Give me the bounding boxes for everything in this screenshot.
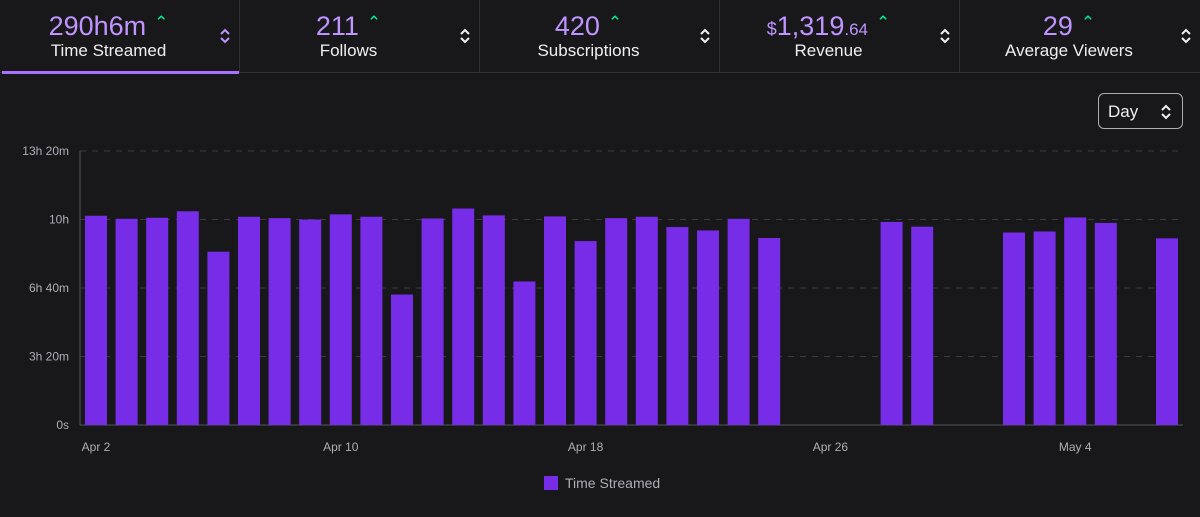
- y-tick-label: 3h 20m: [29, 350, 69, 364]
- metric-tabs: 290h6m ⌃ Time Streamed 211 ⌃ Follows 420 ⌃ …: [0, 0, 1200, 74]
- tab-average-viewers[interactable]: 29 ⌃ Average Viewers: [960, 0, 1200, 73]
- bar-apr-10: [329, 214, 352, 425]
- chart-legend: Time Streamed: [544, 474, 660, 492]
- trend-up-icon: ⌃: [1080, 13, 1096, 32]
- bar-apr-12: [391, 294, 413, 425]
- revenue-value: $1,319.64 ⌃: [720, 10, 937, 42]
- time-streamed-label: Time Streamed: [50, 41, 167, 60]
- revenue-cents: .64: [844, 20, 868, 39]
- tab-subscriptions[interactable]: 420 ⌃ Subscriptions: [480, 0, 720, 73]
- bar-apr-16: [513, 281, 536, 425]
- subscriptions-label: Subscriptions: [537, 41, 640, 60]
- follows-label: Follows: [319, 41, 378, 60]
- bar-apr-22: [697, 230, 719, 425]
- follows-value: 211 ⌃: [240, 10, 457, 42]
- trend-up-icon: ⌃: [154, 13, 169, 32]
- bar-apr-2: [85, 215, 107, 425]
- y-tick-label: 10h: [49, 213, 69, 227]
- x-tick-label: May 4: [1059, 440, 1092, 454]
- bar-apr-14: [452, 208, 475, 425]
- chevron-up-down-icon: [940, 28, 950, 44]
- y-tick-label: 6h 40m: [29, 281, 69, 295]
- bar-apr-7: [238, 216, 260, 425]
- bar-apr-17: [544, 216, 566, 425]
- trend-up-icon: ⌃: [366, 13, 382, 32]
- bar-may-3: [1033, 231, 1056, 425]
- bar-apr-24: [758, 237, 781, 425]
- subscriptions-number: 420: [554, 11, 600, 41]
- average-viewers-number: 29: [1042, 11, 1073, 41]
- average-viewers-value: 29 ⌃: [960, 10, 1178, 42]
- bar-apr-4: [146, 217, 169, 425]
- chevron-up-down-icon: [700, 28, 710, 44]
- legend-label: Time Streamed: [565, 475, 661, 491]
- bar-apr-18: [574, 241, 597, 425]
- period-select-label: Day: [1108, 102, 1139, 121]
- time-streamed-value: 290h6m ⌃: [0, 10, 217, 42]
- y-tick-label: 0s: [56, 418, 69, 432]
- bar-35: [1156, 238, 1178, 425]
- y-tick-label: 13h 20m: [22, 144, 69, 158]
- x-tick-label: Apr 2: [82, 440, 111, 454]
- bar-apr-15: [482, 215, 505, 425]
- bar-apr-6: [207, 251, 230, 425]
- revenue-currency: $: [766, 19, 777, 39]
- bar-may-5: [1094, 222, 1117, 425]
- time-streamed-number: 290h6m: [48, 11, 147, 41]
- bar-apr-9: [299, 219, 322, 425]
- trend-up-icon: ⌃: [875, 13, 891, 32]
- bar-apr-23: [727, 218, 750, 425]
- chevron-up-down-icon: [1161, 104, 1171, 120]
- bar-apr-29: [911, 226, 934, 425]
- trend-up-icon: ⌃: [607, 13, 623, 32]
- bar-apr-21: [666, 227, 689, 425]
- bar-apr-19: [605, 218, 628, 425]
- bar-apr-20: [635, 216, 658, 425]
- subscriptions-value: 420 ⌃: [480, 10, 697, 42]
- follows-number: 211: [315, 11, 359, 41]
- tab-follows[interactable]: 211 ⌃ Follows: [240, 0, 480, 73]
- x-tick-label: Apr 10: [323, 440, 359, 454]
- average-viewers-label: Average Viewers: [1005, 41, 1133, 60]
- bar-apr-5: [176, 211, 199, 425]
- x-tick-label: Apr 26: [813, 440, 849, 454]
- bar-apr-11: [360, 216, 383, 425]
- chevron-up-down-icon: [460, 28, 470, 44]
- revenue-label: Revenue: [794, 41, 863, 60]
- tab-revenue[interactable]: $1,319.64 ⌃ Revenue: [720, 0, 960, 73]
- period-select[interactable]: Day: [1098, 93, 1183, 129]
- chevron-up-down-icon: [1181, 28, 1191, 44]
- bar-apr-28: [880, 221, 903, 425]
- time-streamed-chart: 0s 3h 20m 6h 40m 10h 13h 20m Apr 2 Apr 10 Apr 1…: [22, 144, 1183, 454]
- bar-may-2: [1003, 232, 1025, 425]
- bar-apr-8: [268, 218, 291, 425]
- bar-may-4: [1064, 217, 1087, 425]
- x-tick-label: Apr 18: [568, 440, 604, 454]
- chevron-up-down-icon: [220, 28, 230, 44]
- revenue-number: 1,319: [776, 11, 845, 41]
- bar-apr-3: [115, 218, 138, 425]
- bar-apr-13: [421, 218, 444, 425]
- legend-swatch: [544, 476, 558, 490]
- tab-time-streamed[interactable]: 290h6m ⌃ Time Streamed: [0, 0, 240, 74]
